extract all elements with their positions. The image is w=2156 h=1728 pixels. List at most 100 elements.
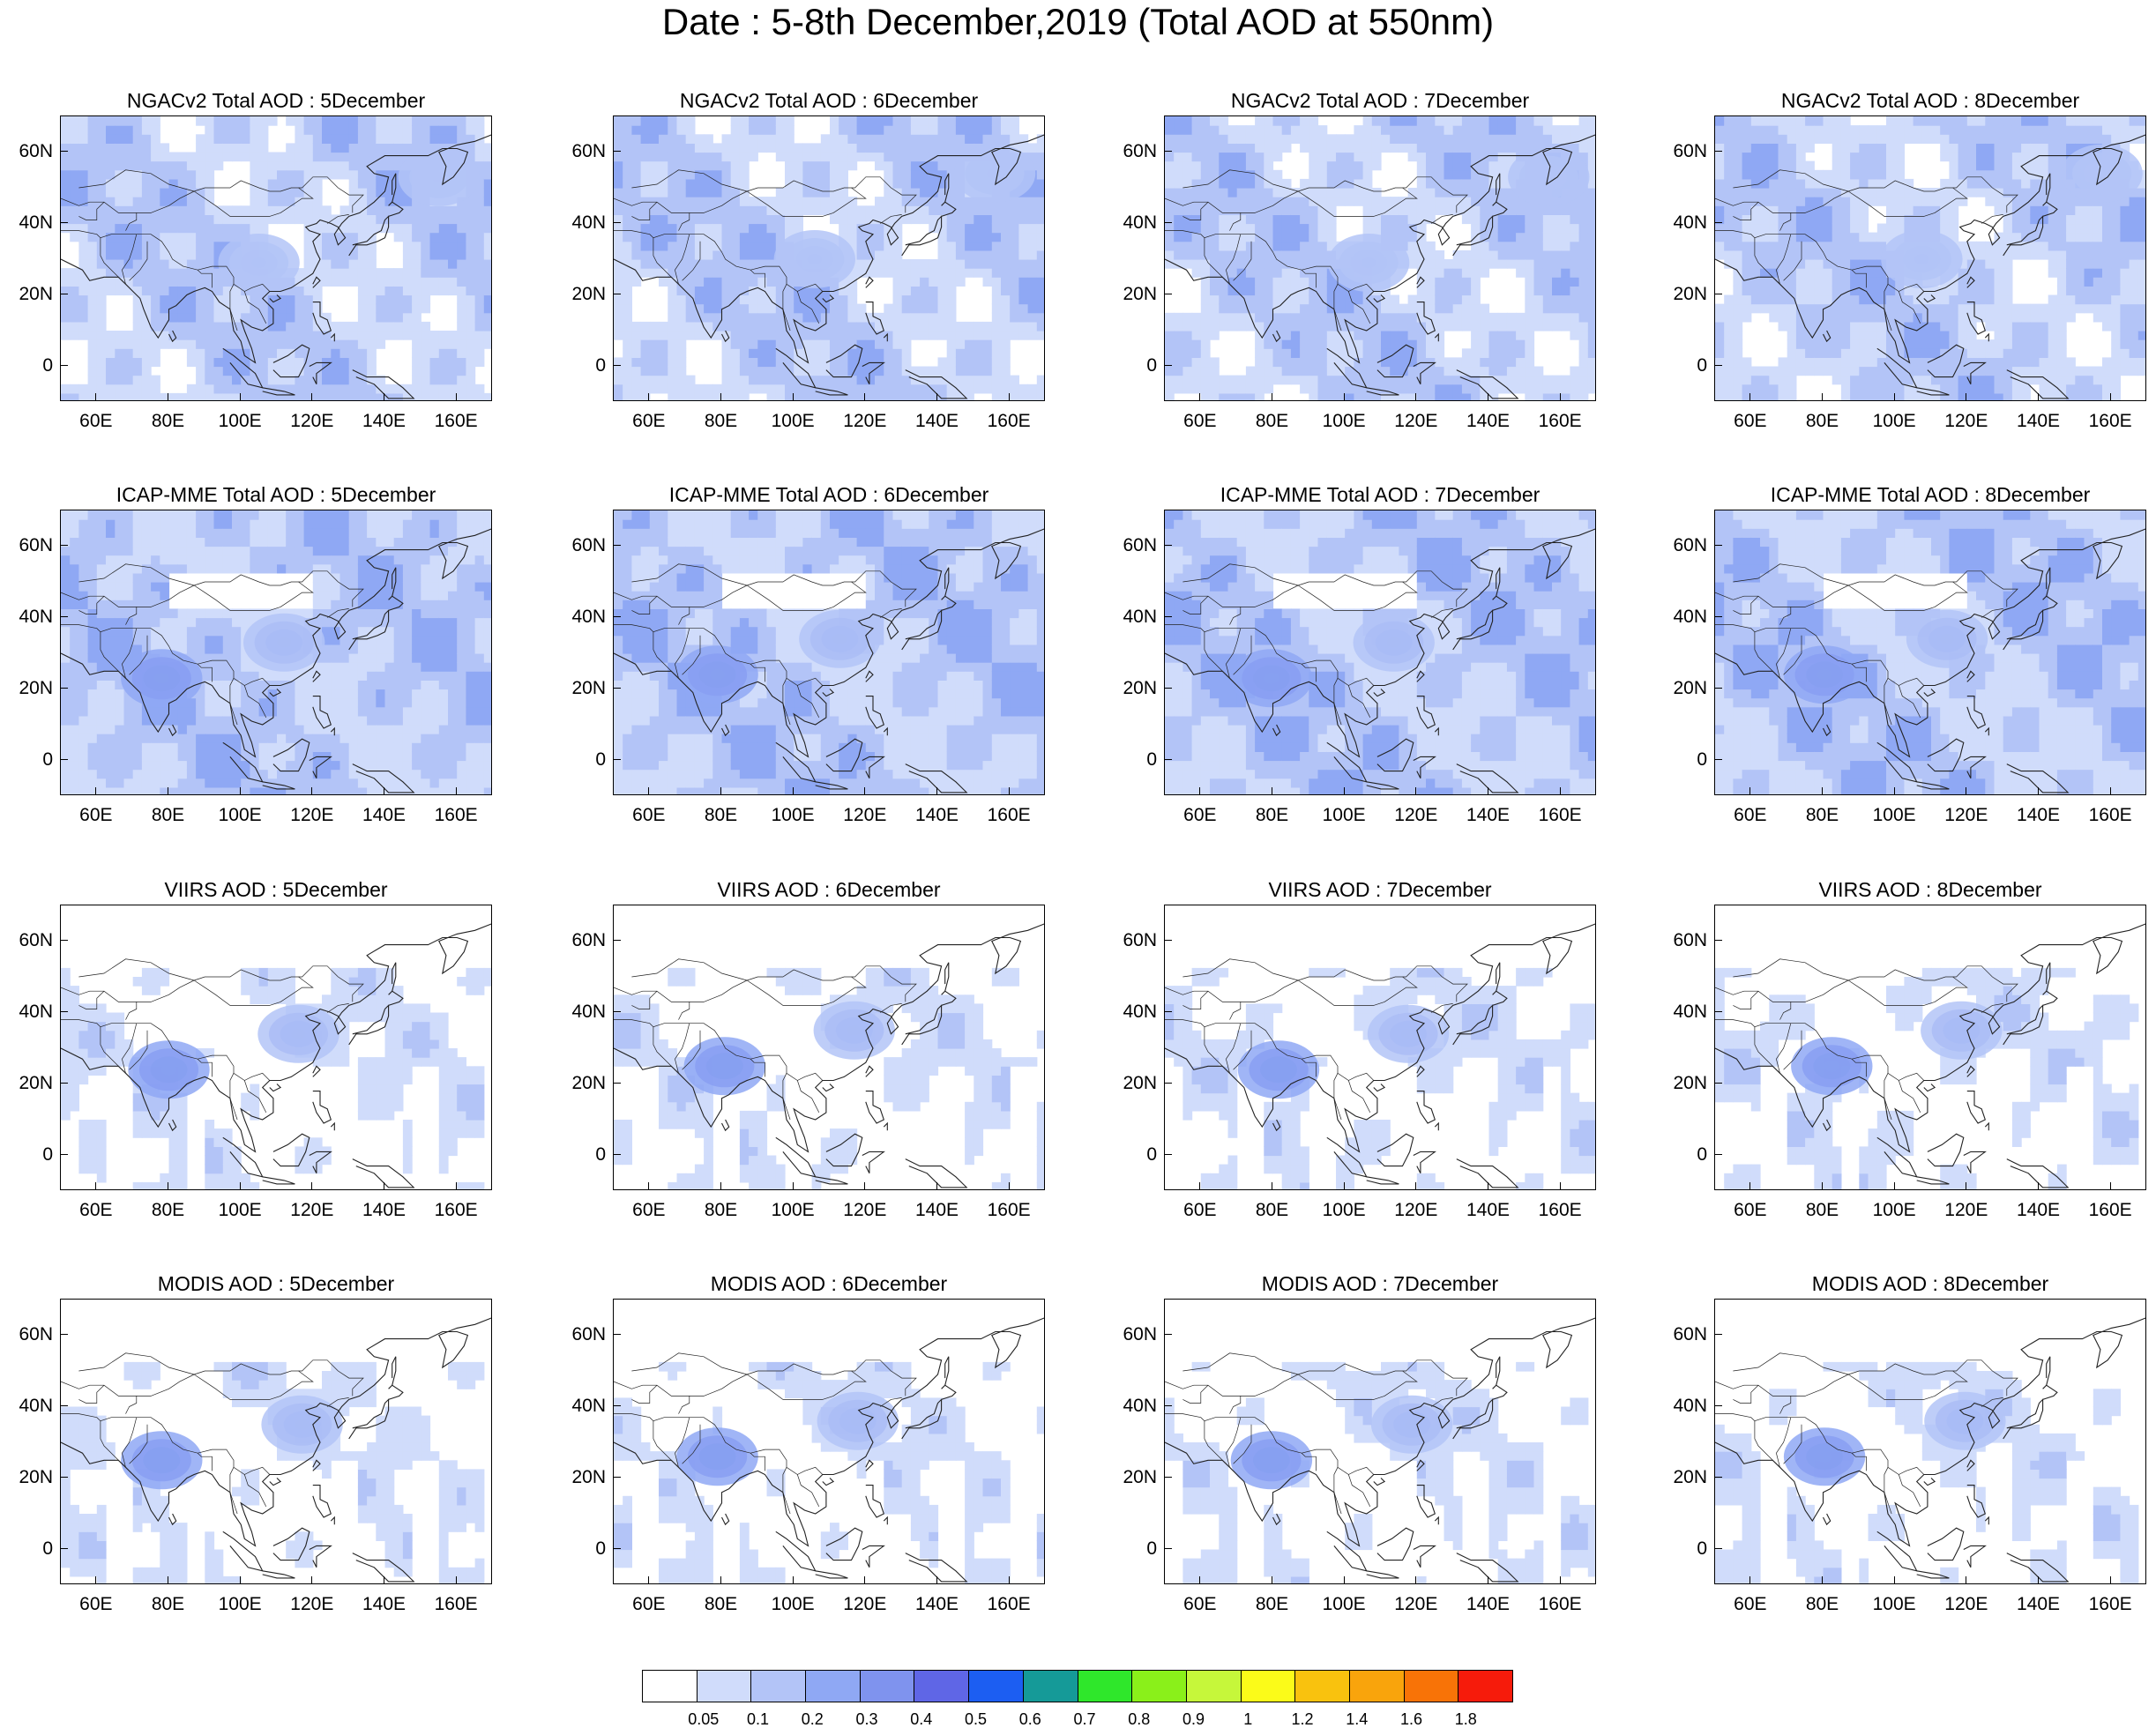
aod-cell [430,205,440,215]
aod-cell [232,304,242,314]
aod-cell [349,116,359,126]
aod-cell [1273,170,1283,180]
aod-cell [992,313,1002,323]
aod-cell [938,250,948,260]
aod-cell [668,143,677,153]
aod-cell [641,357,651,367]
aod-cell [394,233,404,242]
aod-cell [1516,224,1526,234]
aod-cell [1408,376,1418,385]
aod-cell [668,125,677,135]
aod-cell [1832,242,1842,251]
aod-cell [1742,259,1752,269]
aod-cell [839,161,848,171]
aod-cell [1579,384,1589,394]
aod-cell [1796,134,1806,144]
aod-cell [1949,197,1958,206]
aod-cell [367,339,377,349]
aod-cell [1300,259,1309,269]
aod-cell [232,384,242,394]
aod-cell [106,393,116,401]
aod-cell [911,331,921,340]
aod-cell [911,170,921,180]
aod-cell [1877,357,1887,367]
aod-cell [1354,161,1363,171]
aod-cell [403,233,413,242]
aod-cell [1787,250,1797,260]
aod-cell [160,295,169,305]
aod-cell [1037,134,1045,144]
aod-cell [385,205,395,215]
aod-cell [776,357,786,367]
aod-cell [196,304,205,314]
aod-cell [929,179,938,189]
aod-cell [331,322,340,331]
aod-cell [1462,277,1472,287]
aod-cell [169,313,179,323]
aod-cell [1715,348,1725,358]
aod-cell [151,125,160,135]
aod-cell [911,259,921,269]
aod-cell [88,116,98,126]
aod-cell [1579,331,1589,340]
aod-cell [133,214,143,224]
aod-cell [457,224,466,234]
aod-cell [686,205,696,215]
aod-cell [1246,242,1256,251]
aod-cell [1228,134,1238,144]
aod-cell [241,153,250,162]
aod-cell [631,116,641,126]
aod-cell [956,214,966,224]
aod-cell [1192,116,1202,126]
aod-cell [1588,233,1596,242]
aod-cell [1561,384,1570,394]
aod-cell [1228,161,1238,171]
aod-cell [1869,161,1878,171]
aod-cell [187,250,197,260]
aod-cell [1426,170,1436,180]
aod-cell [1192,250,1202,260]
aod-cell [965,233,974,242]
aod-cell [106,224,116,234]
aod-cell [1769,233,1779,242]
aod-cell [1841,259,1851,269]
aod-cell [1028,331,1038,340]
aod-cell [331,268,340,278]
aod-cell [331,134,340,144]
aod-cell [1174,313,1183,323]
aod-cell [331,153,340,162]
aod-cell [1715,304,1725,314]
aod-cell [893,197,903,206]
aod-cell [1507,313,1517,323]
aod-cell [1904,331,1914,340]
aod-cell [403,214,413,224]
aod-cell [1372,339,1382,349]
aod-cell [277,188,287,197]
aod-cell [1489,259,1499,269]
aod-cell [1028,313,1038,323]
aod-cell [722,295,732,305]
aod-cell [367,393,377,401]
aod-cell [1228,384,1238,394]
aod-cell [767,367,777,376]
aod-cell [349,331,359,340]
aod-cell [821,313,831,323]
aod-cell [376,286,385,295]
aod-cell [704,286,713,295]
x-tick-label: 140E [1462,412,1515,431]
aod-cell [1219,116,1228,126]
aod-cell [1507,116,1517,126]
aod-cell [1282,268,1292,278]
aod-cell [857,205,867,215]
aod-cell [911,179,921,189]
aod-cell [1760,295,1770,305]
aod-cell [1552,304,1562,314]
aod-cell [1426,295,1436,305]
aod-cell [893,116,903,126]
aod-cell [1787,331,1797,340]
aod-cell [1742,295,1752,305]
aod-cell [1327,153,1337,162]
aod-cell [1805,197,1815,206]
aod-cell [1715,205,1725,215]
aod-cell [1282,242,1292,251]
